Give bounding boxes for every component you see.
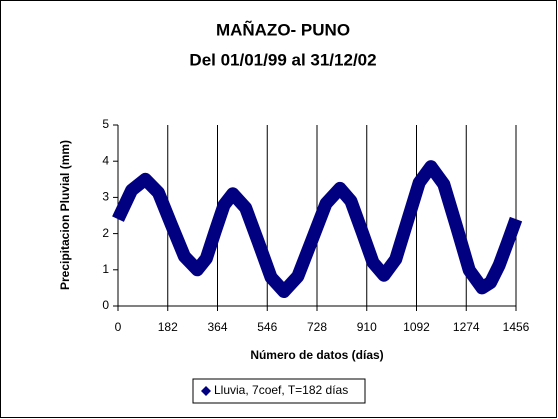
y-tick-label: 2 <box>102 226 109 240</box>
x-tick-label: 1274 <box>453 320 480 334</box>
chart-title: MAÑAZO- PUNO <box>216 19 350 39</box>
y-tick-label: 5 <box>102 117 109 131</box>
x-axis-title: Número de datos (días) <box>250 348 383 362</box>
x-tick-label: 0 <box>115 320 122 334</box>
x-tick-label: 546 <box>257 320 277 334</box>
x-tick-label: 1092 <box>403 320 430 334</box>
y-tick-label: 0 <box>102 298 109 312</box>
legend-marker <box>201 386 211 396</box>
y-tick-label: 4 <box>102 153 109 167</box>
x-tick-label: 910 <box>357 320 377 334</box>
x-tick-label: 182 <box>158 320 178 334</box>
y-tick-label: 1 <box>102 262 109 276</box>
legend-label: Lluvia, 7coef, T=182 días <box>214 383 348 397</box>
chart-subtitle: Del 01/01/99 al 31/12/02 <box>189 50 376 69</box>
y-axis-title: Precipitacion Pluvial (mm) <box>58 140 72 290</box>
y-tick-label: 3 <box>102 190 109 204</box>
legend <box>192 378 366 404</box>
x-tick-label: 1456 <box>503 320 530 334</box>
x-tick-label: 364 <box>207 320 227 334</box>
x-tick-label: 728 <box>307 320 327 334</box>
data-line <box>112 160 523 299</box>
